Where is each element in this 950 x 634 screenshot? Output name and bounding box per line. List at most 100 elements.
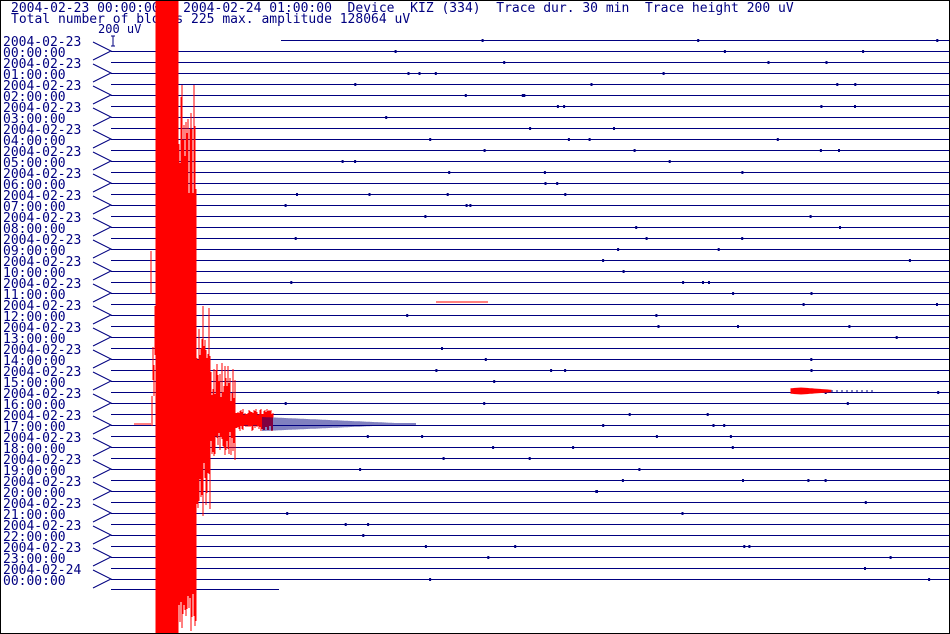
trace-spike — [668, 160, 671, 163]
trace-spike — [429, 138, 432, 141]
hour-marker — [92, 525, 113, 545]
trace-spike — [434, 72, 437, 75]
trace-spike — [564, 193, 567, 196]
hour-marker — [92, 217, 113, 237]
trace-spike — [464, 94, 467, 97]
trace-spike — [628, 413, 631, 416]
trace-spike — [655, 314, 658, 317]
trace-spike — [613, 127, 615, 130]
hour-marker — [92, 129, 113, 149]
trace-spike — [492, 446, 495, 449]
trace-spike — [596, 490, 598, 493]
trace-spike — [741, 171, 744, 174]
time-label: 2004-02-23 06:00:00 — [3, 167, 82, 193]
hour-marker — [92, 349, 113, 369]
hour-marker — [92, 261, 113, 281]
scale-label: 200 uV — [98, 22, 142, 36]
time-label: 2004-02-23 10:00:00 — [3, 255, 82, 281]
trace-spike — [810, 369, 813, 372]
trace-spike — [442, 457, 445, 460]
trace-spike — [487, 556, 490, 559]
trace-spike — [928, 578, 931, 581]
trace-spike — [854, 105, 856, 108]
trace-spike — [635, 226, 638, 229]
trace-spike — [681, 512, 684, 515]
trace-spike — [743, 545, 746, 548]
trace-spike — [550, 369, 553, 372]
hour-marker — [92, 239, 113, 259]
trace-spike — [602, 424, 605, 427]
trace-spike — [543, 171, 546, 174]
small-event — [790, 387, 832, 395]
trace-spike — [767, 61, 770, 64]
hour-marker — [92, 415, 113, 435]
trace-spike — [354, 83, 357, 86]
trace-spike — [602, 259, 605, 262]
trace-spike — [809, 215, 812, 218]
trace-spike — [723, 424, 726, 427]
time-label: 2004-02-23 17:00:00 — [3, 409, 82, 435]
trace-spike — [367, 523, 370, 526]
trace-spike — [563, 105, 566, 108]
trace-spike — [621, 479, 624, 482]
trace-spike — [819, 149, 822, 152]
trace-spike — [564, 369, 567, 372]
trace-spike — [723, 50, 726, 53]
trace-spike — [429, 578, 432, 581]
trace-spike — [590, 83, 593, 86]
hour-marker — [92, 283, 113, 303]
hour-marker — [92, 305, 113, 325]
time-label: 2004-02-23 16:00:00 — [3, 387, 82, 413]
trace-spike — [407, 72, 410, 75]
trace-spike — [895, 336, 898, 339]
trace-spike — [286, 512, 289, 515]
trace-spike — [748, 545, 751, 548]
trace-spike — [556, 105, 559, 108]
coda-signal — [262, 417, 416, 431]
trace-spike — [529, 127, 532, 130]
time-label: 2004-02-23 22:00:00 — [3, 519, 82, 545]
trace-spike — [418, 72, 421, 75]
trace-spike — [284, 204, 287, 207]
hour-marker — [92, 195, 113, 215]
time-label: 2004-02-23 11:00:00 — [3, 277, 82, 303]
trace-spike — [662, 72, 665, 75]
trace-spike — [645, 237, 648, 240]
trace-spike — [362, 534, 365, 537]
trace-spike — [484, 358, 487, 361]
trace-spike — [633, 149, 636, 152]
trace-spike — [708, 281, 710, 284]
trace-spike — [394, 50, 397, 53]
trace-spike — [503, 61, 506, 64]
trace-spike — [421, 435, 424, 438]
hour-marker — [92, 173, 113, 193]
trace-spike — [284, 402, 287, 405]
trace-spike — [465, 204, 468, 207]
hour-marker — [92, 393, 113, 413]
trace-spike — [514, 545, 517, 548]
trace-spike — [469, 204, 472, 207]
trace-spike — [846, 402, 849, 405]
trace-spike — [448, 171, 451, 174]
trace-spike — [567, 138, 570, 141]
trace-spike — [820, 105, 823, 108]
trace-spike — [706, 413, 709, 416]
time-label: 2004-02-23 04:00:00 — [3, 123, 82, 149]
trace-spike — [290, 281, 293, 284]
trace-spike — [802, 303, 805, 306]
trace-spike — [776, 138, 779, 141]
trace-spike — [385, 116, 388, 119]
hour-marker — [92, 547, 113, 567]
trace-spike — [729, 435, 732, 438]
trace-spike — [838, 149, 840, 152]
trace-spike — [617, 248, 620, 251]
trace-spike — [638, 468, 641, 471]
hour-marker — [92, 41, 113, 61]
trace-spike — [446, 193, 449, 196]
header-title: 2004-02-23 00:00:00 - 2004-02-24 01:00:0… — [11, 1, 794, 16]
trace-spike — [483, 402, 486, 405]
trace-spike — [839, 226, 841, 229]
trace-spike — [294, 237, 297, 240]
